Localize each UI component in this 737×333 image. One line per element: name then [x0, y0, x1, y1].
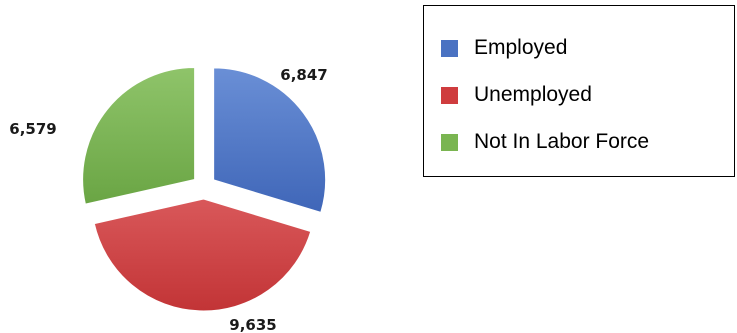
pie-slices [82, 67, 327, 312]
pie-data-labels: 6,847 9,635 6,579 [9, 66, 327, 333]
pie-slice-employed [213, 67, 327, 214]
data-label-employed: 6,847 [280, 66, 327, 84]
pie-slice-unemployed [93, 198, 312, 312]
legend-item-not-in-labor-force: Not In Labor Force [441, 128, 649, 156]
legend-item-employed: Employed [441, 34, 567, 62]
data-label-unemployed: 9,635 [229, 316, 276, 333]
pie-slice-not-in-labor-force [82, 67, 196, 205]
legend-swatch-unemployed [441, 86, 458, 104]
chart-legend: Employed Unemployed Not In Labor Force [423, 5, 735, 177]
legend-label-employed: Employed [474, 36, 568, 59]
legend-item-unemployed: Unemployed [441, 81, 592, 109]
legend-swatch-employed [441, 39, 458, 57]
legend-label-unemployed: Unemployed [474, 83, 592, 106]
pie-chart: 6,847 9,635 6,579 [9, 66, 327, 333]
legend-swatch-not-in-labor-force [441, 133, 458, 151]
legend-label-not-in-labor-force: Not In Labor Force [474, 130, 650, 153]
data-label-not-in-labor-force: 6,579 [9, 120, 56, 138]
